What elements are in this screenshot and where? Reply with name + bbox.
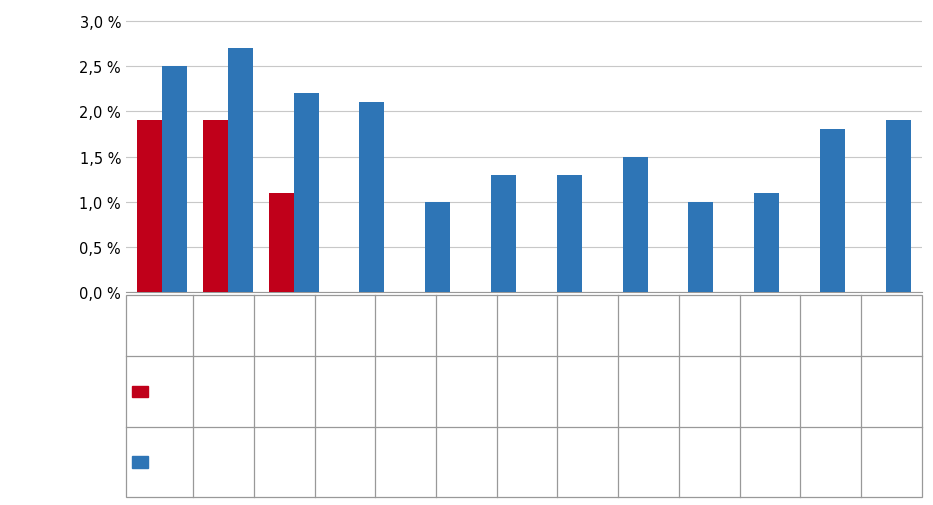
- Text: Apr: Apr: [393, 318, 418, 333]
- Bar: [359, 103, 384, 293]
- Bar: [885, 121, 911, 293]
- Text: 0,0 %: 0,0 %: [447, 384, 486, 398]
- Text: 1,9 %: 1,9 %: [203, 384, 244, 398]
- Text: 0,0 %: 0,0 %: [386, 384, 425, 398]
- Text: 0,0 %: 0,0 %: [689, 384, 729, 398]
- Text: Des: Des: [877, 318, 905, 333]
- Text: 0,0 %: 0,0 %: [750, 384, 789, 398]
- Bar: [557, 175, 582, 293]
- Text: 0,0 %: 0,0 %: [629, 384, 668, 398]
- Bar: [689, 203, 714, 293]
- Text: 1,0 %: 1,0 %: [447, 455, 486, 469]
- Text: 2,1 %: 2,1 %: [386, 455, 425, 469]
- Text: 0,0 %: 0,0 %: [568, 384, 607, 398]
- Text: Jun: Jun: [516, 318, 538, 333]
- Bar: [137, 121, 162, 293]
- Bar: [294, 94, 319, 293]
- Bar: [269, 193, 294, 293]
- Bar: [162, 67, 188, 293]
- Bar: [820, 130, 845, 293]
- Text: 0,0 %: 0,0 %: [871, 384, 912, 398]
- Text: Jul: Jul: [578, 318, 597, 333]
- Text: 1,8 %: 1,8 %: [811, 455, 851, 469]
- Bar: [425, 203, 451, 293]
- Text: Jan: Jan: [212, 318, 235, 333]
- Text: 1,9 %: 1,9 %: [871, 455, 912, 469]
- Text: 2,7 %: 2,7 %: [265, 455, 304, 469]
- Text: 1,3 %: 1,3 %: [568, 455, 607, 469]
- Text: 1,1 %: 1,1 %: [325, 384, 365, 398]
- Text: 1,3 %: 1,3 %: [508, 455, 547, 469]
- Text: Aug: Aug: [634, 318, 662, 333]
- Bar: [228, 49, 253, 293]
- Bar: [202, 121, 228, 293]
- Text: Mai: Mai: [453, 318, 480, 333]
- Bar: [622, 157, 648, 293]
- Text: Sep: Sep: [695, 318, 723, 333]
- Text: 0,0 %: 0,0 %: [508, 384, 547, 398]
- Text: Nov: Nov: [816, 318, 845, 333]
- Text: Mar: Mar: [331, 318, 359, 333]
- Text: 1,5 %: 1,5 %: [629, 455, 668, 469]
- Text: 0,0 %: 0,0 %: [811, 384, 850, 398]
- Text: 1,1 %: 1,1 %: [750, 455, 790, 469]
- Text: Feb: Feb: [272, 318, 297, 333]
- Text: 2016: 2016: [154, 455, 189, 469]
- Text: 2,2 %: 2,2 %: [326, 455, 365, 469]
- Bar: [491, 175, 516, 293]
- Text: 2,5 %: 2,5 %: [203, 455, 244, 469]
- Text: Okt: Okt: [757, 318, 783, 333]
- Text: 1,9 %: 1,9 %: [264, 384, 304, 398]
- Bar: [754, 193, 779, 293]
- Text: 1,0 %: 1,0 %: [689, 455, 729, 469]
- Text: 2017: 2017: [154, 384, 189, 398]
